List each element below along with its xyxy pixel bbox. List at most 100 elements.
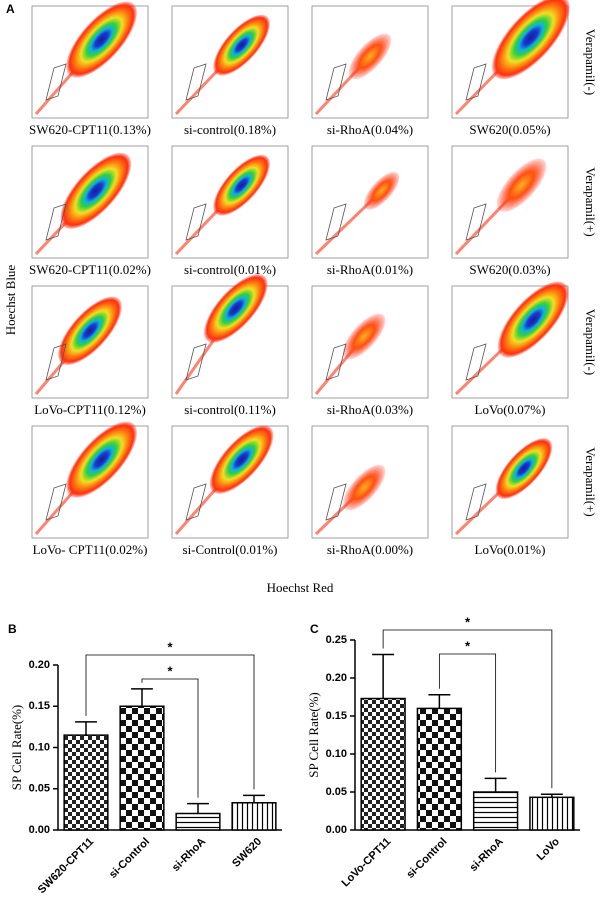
sp-gate [465, 483, 487, 521]
error-bar [484, 777, 507, 792]
x-tick-label: LoVo-CPT11 [340, 836, 394, 890]
significance-bracket [85, 654, 255, 790]
y-tick-label: 0.15 [326, 710, 347, 722]
flow-population [348, 33, 392, 80]
flow-population [66, 421, 137, 498]
y-tick-label: 0.05 [326, 786, 347, 798]
flow-population [66, 1, 137, 78]
plot-label: LoVo-CPT11(0.12%) [34, 402, 146, 417]
flow-population [213, 154, 270, 216]
bar [416, 707, 463, 831]
sp-gate [325, 483, 347, 521]
y-tick-label: 0.10 [29, 741, 50, 753]
bar [360, 697, 406, 831]
error-bar [243, 794, 265, 803]
y-tick-label: 0.10 [326, 748, 347, 760]
x-tick-label: LoVo [535, 835, 563, 863]
plot-label: SW620(0.03%) [469, 262, 550, 277]
y-axis-label: SP Cell Rate(%) [306, 692, 321, 777]
panel-letter: B [8, 622, 17, 636]
significance-label: * [167, 639, 173, 654]
sp-gate [465, 203, 487, 241]
row-label: Verapamil(-) [583, 29, 598, 95]
bar [175, 812, 221, 831]
plot-label: SW620-CPT11(0.13%) [29, 122, 151, 137]
sp-gate [45, 483, 67, 521]
plot-label: si-control(0.01%) [184, 262, 276, 277]
x-axis-label: Hoechst Red [267, 580, 334, 595]
flow-population [495, 438, 553, 500]
row-label: Verapamil(+) [583, 167, 598, 236]
flow-population [497, 281, 569, 358]
y-tick-label: 0.25 [326, 634, 347, 646]
sp-gate [325, 63, 347, 101]
flow-population [491, 0, 570, 80]
y-axis-label: Hoechst Blue [3, 265, 18, 336]
panel-letter: A [6, 2, 15, 16]
significance-bracket [141, 678, 199, 798]
x-tick-label: SW620-CPT11 [36, 836, 96, 896]
plot-label: si-Control(0.01%) [183, 542, 278, 557]
sp-gate [45, 203, 67, 241]
flow-population [496, 158, 547, 212]
flow-population [203, 274, 268, 343]
flow-population [58, 296, 122, 366]
flow-population [60, 152, 132, 229]
plot-label: SW620-CPT11(0.02%) [29, 262, 151, 277]
y-tick-label: 0.00 [29, 824, 50, 836]
x-tick-label: si-RhoA [467, 836, 505, 874]
y-tick-label: 0.00 [326, 824, 347, 836]
flow-population [209, 425, 274, 494]
sp-gate [185, 203, 207, 241]
sp-gate [465, 343, 487, 381]
sp-gate [45, 343, 67, 381]
plot-label: SW620(0.05%) [469, 122, 550, 137]
significance-bracket [438, 653, 497, 773]
error-bar [75, 721, 97, 736]
y-tick-label: 0.15 [29, 700, 50, 712]
error-bar [428, 693, 451, 709]
plot-label: LoVo- CPT11(0.02%) [33, 542, 148, 557]
flow-population [342, 313, 386, 360]
y-tick-label: 0.05 [29, 783, 50, 795]
y-tick-label: 0.20 [29, 659, 50, 671]
y-tick-label: 0.20 [326, 672, 347, 684]
error-bar [372, 653, 395, 699]
plot-label: si-RhoA(0.03%) [327, 402, 413, 417]
sp-gate [185, 483, 207, 521]
flow-population [342, 464, 386, 511]
significance-bracket [382, 629, 553, 789]
sp-gate [465, 63, 487, 101]
significance-label: * [465, 638, 471, 653]
significance-label: * [465, 614, 471, 629]
x-tick-label: SW620 [230, 836, 264, 870]
plot-label: si-control(0.18%) [184, 122, 276, 137]
row-label: Verapamil(+) [583, 447, 598, 516]
significance-label: * [167, 663, 173, 678]
panel-letter: C [310, 622, 319, 636]
bar [119, 705, 165, 831]
flow-population [213, 14, 270, 76]
sp-gate [185, 343, 207, 381]
row-label: Verapamil(-) [583, 309, 598, 375]
sp-gate [325, 343, 347, 381]
plot-label: LoVo(0.01%) [475, 542, 546, 557]
sp-gate [45, 63, 67, 101]
sp-gate [185, 63, 207, 101]
error-bar [131, 688, 153, 707]
bar [529, 796, 575, 831]
plot-label: LoVo(0.07%) [475, 402, 546, 417]
error-bar [187, 802, 209, 814]
plot-label: si-RhoA(0.01%) [327, 262, 413, 277]
bar [63, 734, 109, 831]
x-tick-label: si-Control [107, 836, 152, 881]
bar [231, 802, 277, 831]
plot-label: si-RhoA(0.04%) [327, 122, 413, 137]
plot-label: si-control(0.11%) [184, 402, 276, 417]
bar [472, 791, 519, 831]
y-axis-label: SP Cell Rate(%) [9, 705, 24, 790]
plot-label: si-RhoA(0.00%) [327, 542, 413, 557]
x-tick-label: si-RhoA [170, 836, 208, 874]
